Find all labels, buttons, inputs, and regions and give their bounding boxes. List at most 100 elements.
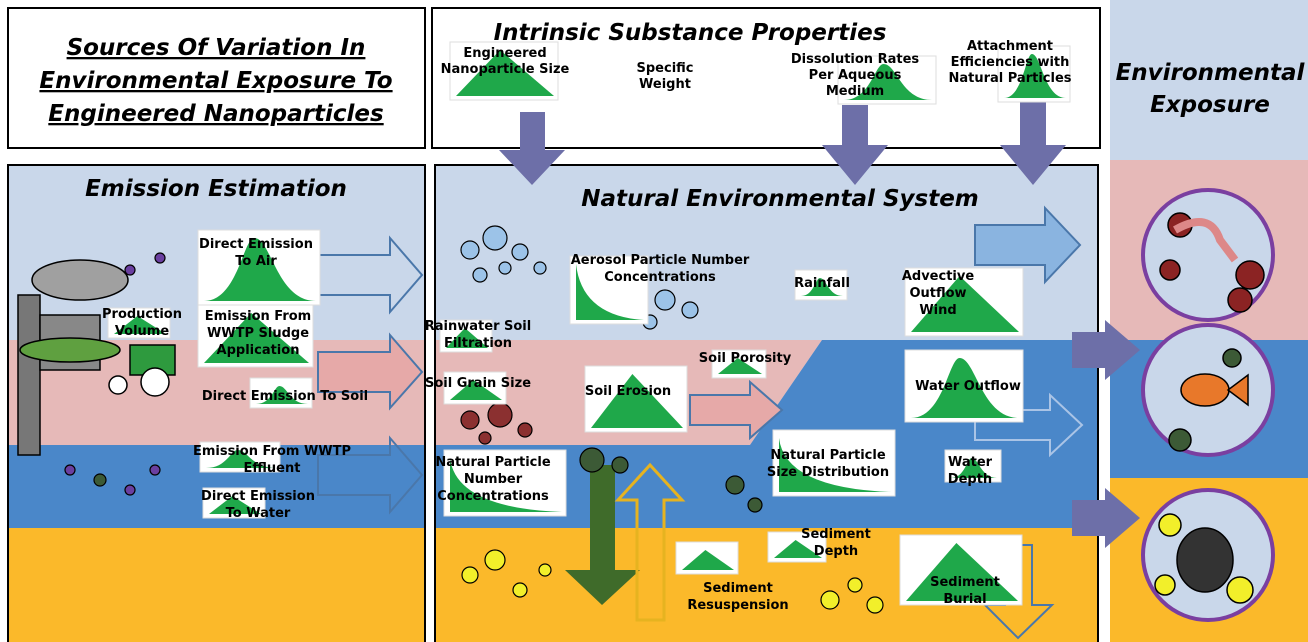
label-line: Environmental	[1116, 60, 1306, 86]
label-line: Concentrations	[437, 489, 549, 504]
label-line: Nanoparticle Size	[441, 62, 570, 77]
label-line: Sediment	[703, 581, 773, 596]
mini-chart-curve	[801, 278, 843, 296]
mini-chart-curve	[906, 543, 1018, 601]
panel-title: Intrinsic Substance Properties	[494, 20, 887, 46]
label-line: WWTP Sludge	[207, 326, 309, 341]
label: Production Volume	[102, 307, 182, 339]
panel-title: Natural Environmental System	[581, 186, 979, 212]
mini-chart-curve	[446, 328, 488, 348]
label-line: Direct Emission	[199, 237, 313, 252]
mini-chart-curve	[456, 50, 554, 96]
label: Natural Particle Size Distribution	[767, 448, 889, 480]
label-line: Water	[948, 455, 993, 470]
label-line: Depth	[814, 544, 858, 559]
mini-chart-curve	[114, 316, 166, 334]
label: Dissolution Rates Per Aqueous Medium	[791, 52, 920, 99]
mini-chart-curve	[204, 238, 316, 301]
label-line: Emission From	[205, 309, 311, 324]
label: Advective Outflow Wind	[902, 269, 975, 318]
label: Emission From WWTP Effluent	[193, 444, 351, 476]
panel-border	[7, 164, 426, 642]
label: Rainwater Soil Filtration	[425, 319, 531, 351]
label-line: Soil Grain Size	[425, 376, 531, 391]
label-line: Natural Particle	[770, 448, 885, 463]
mini-chart-curve	[774, 540, 822, 558]
mini-chart-curve	[1004, 54, 1066, 98]
mini-chart-curve	[256, 386, 308, 404]
label: Direct Emission To Water	[201, 489, 315, 521]
label: Attachment Efficiencies with Natural Parti…	[948, 39, 1071, 86]
label-line: Concentrations	[604, 270, 716, 285]
label-line: Soil Porosity	[699, 351, 792, 366]
label-line: Emission From WWTP	[193, 444, 351, 459]
label: Direct Emission To Air	[199, 237, 313, 269]
label-line: Weight	[639, 77, 691, 92]
label-line: Depth	[948, 472, 992, 487]
icon-particles	[1154, 212, 1265, 604]
mini-chart-curve	[682, 550, 734, 570]
label: Soil Erosion	[585, 384, 671, 399]
label-line: Outflow	[909, 286, 966, 301]
label-line: Rainfall	[794, 276, 850, 291]
mini-chart-curve	[951, 458, 997, 478]
label-line: Rainwater Soil	[425, 319, 531, 334]
label-line: To Air	[235, 254, 277, 269]
label-line: Dissolution Rates	[791, 52, 920, 67]
label: Natural Particle Number Concentrations	[435, 455, 550, 504]
label: Specific Weight	[637, 61, 694, 92]
label: Sediment Depth	[801, 527, 871, 559]
mini-chart-curve	[844, 64, 932, 100]
label: Sources Of Variation In Environmental Exp…	[39, 35, 392, 127]
title-box	[7, 7, 426, 149]
label-line: Filtration	[444, 336, 512, 351]
label-line: Attachment	[967, 39, 1053, 54]
label: Soil Grain Size	[425, 376, 531, 391]
label-line: Production	[102, 307, 182, 322]
arrows	[317, 95, 1140, 640]
label-line: Application	[217, 343, 300, 358]
label-line: Engineered	[463, 46, 546, 61]
label: Rainfall	[794, 276, 850, 291]
mini-chart-curve	[718, 358, 762, 374]
mini-chart-curve	[911, 276, 1019, 332]
label: Water Depth	[948, 455, 993, 487]
label-line: Direct Emission	[201, 489, 315, 504]
mini-chart-curve	[591, 374, 683, 428]
mini-chart-curve	[911, 358, 1019, 418]
label-line: Medium	[826, 84, 884, 99]
label: Sediment Resuspension	[687, 581, 788, 613]
label: Environmental Exposure	[1116, 60, 1306, 118]
label: Engineered Nanoparticle Size	[441, 46, 570, 77]
label-line: Efficiencies with	[951, 55, 1070, 70]
label-line: Size Distribution	[767, 465, 889, 480]
mini-chart-curve	[779, 438, 891, 492]
mini-chart-curve	[450, 380, 502, 400]
label-line: Direct Emission To Soil	[202, 389, 368, 404]
label-line: Aerosol Particle Number	[571, 253, 750, 268]
label-line: Wind	[919, 303, 956, 318]
label-line: Sources Of Variation In	[67, 35, 366, 61]
panel-border	[434, 164, 1099, 642]
factory	[17, 259, 176, 456]
label-line: Resuspension	[687, 598, 788, 613]
mini-chart-curve	[204, 313, 309, 363]
label-line: Specific	[637, 61, 694, 76]
label-line: Sediment	[930, 575, 1000, 590]
label: Aerosol Particle Number Concentrations	[571, 253, 750, 285]
label: Soil Porosity	[699, 351, 792, 366]
label-line: Exposure	[1150, 92, 1270, 118]
label-line: Water Outflow	[915, 379, 1021, 394]
label: Sediment Burial	[930, 575, 1000, 607]
label: Direct Emission To Soil	[202, 389, 368, 404]
label-line: Effluent	[244, 461, 301, 476]
label-line: Soil Erosion	[585, 384, 671, 399]
sediment-band	[8, 528, 425, 642]
label-line: Number	[464, 472, 523, 487]
label-line: Advective	[902, 269, 975, 284]
label-line: Environmental Exposure To	[39, 68, 392, 94]
label-line: Sediment	[801, 527, 871, 542]
mini-chart-curve	[450, 458, 562, 512]
label-line: To Water	[226, 506, 291, 521]
